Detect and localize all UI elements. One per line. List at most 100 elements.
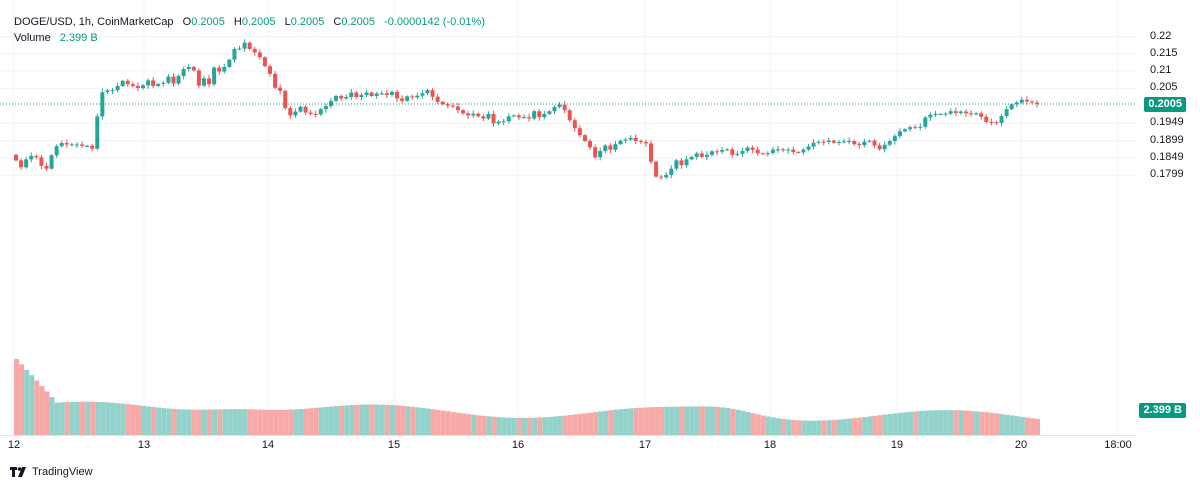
candle-body: [948, 111, 953, 114]
candle-body: [64, 143, 69, 145]
time-tick-label: 19: [890, 439, 904, 451]
volume-bar: [557, 416, 563, 435]
candle-body: [85, 145, 90, 147]
volume-bar: [455, 412, 461, 435]
candle-body: [1019, 99, 1024, 103]
volume-bar: [745, 411, 751, 435]
candle-body: [217, 67, 222, 72]
volume-bar: [151, 407, 157, 435]
volume-bar: [201, 409, 207, 435]
candle-body: [816, 141, 821, 143]
volume-header: Volume 2.399 B: [14, 32, 98, 44]
volume-bar: [293, 409, 299, 435]
volume-bar: [415, 407, 421, 435]
price-tick-label: 0.1949: [1150, 116, 1184, 129]
candle-body: [933, 114, 938, 116]
candle-body: [303, 106, 308, 113]
candle-body: [440, 101, 445, 105]
volume-bar: [831, 419, 837, 435]
candle-body: [293, 111, 298, 116]
candle-body: [755, 149, 760, 154]
volume-bar: [156, 407, 162, 435]
volume-bar: [64, 402, 70, 435]
candle-body: [989, 121, 994, 123]
candle-body: [852, 140, 857, 145]
time-tick-label: 16: [511, 439, 525, 451]
volume-bar: [430, 409, 436, 435]
volume-bar: [791, 419, 797, 435]
low-value: 0.2005: [290, 16, 325, 28]
volume-bar: [770, 417, 776, 435]
candle-body: [958, 111, 963, 113]
candle-body: [537, 111, 542, 118]
time-tick-label: 20: [1014, 439, 1028, 451]
volume-bar: [532, 417, 538, 435]
candle-body: [278, 87, 283, 91]
candle-body: [405, 96, 410, 101]
candle-body: [669, 168, 674, 175]
candle-body: [776, 149, 780, 151]
volume-bar: [288, 409, 294, 435]
candle-body: [527, 117, 532, 119]
candle-body: [664, 174, 669, 178]
volume-bar: [643, 407, 649, 435]
volume-bar: [679, 406, 685, 435]
volume-bar: [887, 413, 893, 435]
candle-body: [491, 114, 496, 124]
symbol-title[interactable]: DOGE/USD, 1h, CoinMarketCap: [14, 16, 174, 28]
candle-body: [455, 106, 460, 111]
volume-bar: [735, 409, 741, 435]
tradingview-logo[interactable]: TradingView: [10, 466, 93, 478]
volume-bar: [222, 409, 228, 435]
volume-bar: [801, 420, 807, 435]
candle-body: [171, 76, 176, 84]
candle-body: [247, 42, 252, 49]
volume-bar: [948, 410, 954, 435]
volume-bar: [349, 405, 355, 435]
volume-bar: [207, 409, 213, 435]
candle-body: [466, 113, 471, 116]
candle-body: [786, 149, 791, 151]
volume-bar: [1009, 415, 1015, 435]
candle-body: [252, 48, 257, 53]
volume-bar: [95, 401, 101, 435]
volume-header-value: 2.399 B: [59, 32, 98, 44]
candle-body: [903, 129, 907, 132]
volume-bar: [674, 406, 680, 435]
volume-bar: [491, 416, 497, 435]
tradingview-logo-icon: [10, 467, 26, 477]
volume-bar: [709, 406, 715, 435]
candle-body: [821, 141, 826, 143]
time-tick-label: 15: [387, 439, 401, 451]
volume-bar: [425, 408, 431, 435]
candle-body: [552, 107, 557, 112]
candle-body: [115, 85, 120, 91]
candle-body: [328, 100, 333, 107]
volume-bar: [572, 414, 578, 435]
volume-bar: [445, 411, 451, 435]
volume-bar: [171, 408, 177, 435]
volume-bar: [308, 408, 314, 435]
volume-bar: [130, 404, 136, 435]
candle-body: [19, 160, 24, 168]
candle-body: [49, 155, 54, 169]
volume-label[interactable]: Volume: [14, 32, 51, 44]
volume-bar: [730, 408, 736, 435]
volume-bar: [704, 406, 710, 435]
volume-bar: [527, 417, 533, 435]
volume-bar: [623, 408, 629, 435]
candle-body: [999, 116, 1004, 123]
candle-body: [725, 149, 730, 151]
volume-bar: [933, 410, 939, 435]
candle-body: [801, 149, 806, 153]
candle-body: [349, 92, 354, 98]
candle-body: [770, 149, 775, 154]
volume-bar: [806, 420, 812, 435]
open-label: O: [182, 16, 192, 28]
volume-bar: [547, 416, 553, 435]
candle-body: [273, 73, 278, 88]
candle-body: [994, 122, 999, 124]
candle-body: [207, 78, 212, 85]
price-tick-label: 0.205: [1150, 81, 1178, 94]
